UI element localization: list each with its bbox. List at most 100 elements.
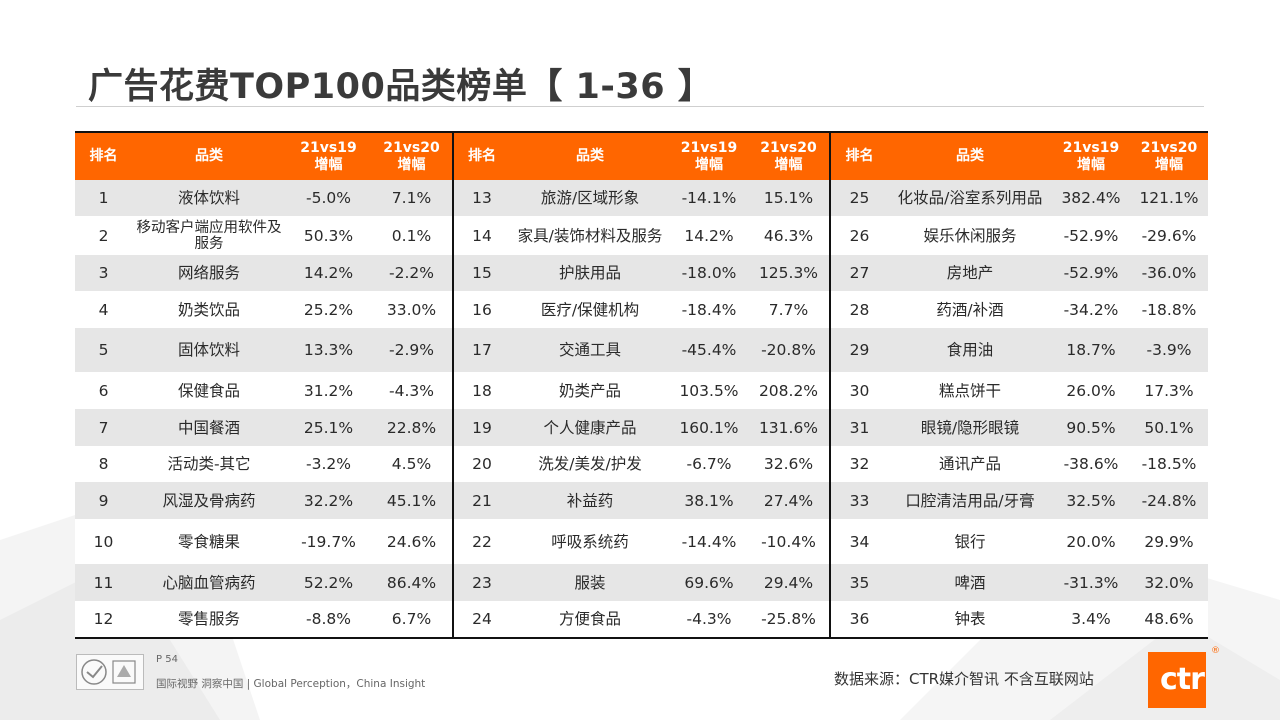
rank-cell: 11 [75, 564, 132, 601]
growth-vs20-cell: 6.7% [371, 601, 454, 637]
category-cell: 口腔清洁用品/牙膏 [888, 482, 1052, 519]
growth-vs20-cell: -18.8% [1130, 291, 1208, 328]
growth-vs19-cell: -38.6% [1052, 446, 1130, 482]
page-number: P 54 [156, 654, 178, 665]
header-growth-vs19: 21vs19 增幅 [1052, 133, 1130, 180]
rank-cell: 27 [830, 255, 888, 291]
table-row: 7 中国餐酒 25.1% 22.8% 19 个人健康产品 160.1% 131.6% 31 眼镜/… [75, 409, 1208, 446]
header-growth-vs20: 21vs20 增幅 [371, 133, 454, 180]
growth-vs19-cell: -19.7% [286, 519, 371, 564]
growth-vs20-cell: 32.6% [748, 446, 831, 482]
growth-vs19-cell: 13.3% [286, 328, 371, 372]
header-rank: 排名 [830, 133, 888, 180]
rank-cell: 14 [453, 216, 510, 255]
growth-vs20-cell: 29.9% [1130, 519, 1208, 564]
growth-vs20-cell: 131.6% [748, 409, 831, 446]
rank-cell: 18 [453, 372, 510, 409]
growth-vs20-cell: -36.0% [1130, 255, 1208, 291]
growth-vs19-cell: -5.0% [286, 180, 371, 216]
data-source-note: 数据来源：CTR媒介智讯 不含互联网站 [834, 670, 1094, 688]
growth-vs19-cell: -4.3% [670, 601, 748, 637]
rank-cell: 5 [75, 328, 132, 372]
ctr-logo-text: ctr [1160, 662, 1205, 697]
growth-vs19-cell: -18.4% [670, 291, 748, 328]
category-cell: 家具/装饰材料及服务 [510, 216, 670, 255]
growth-vs20-cell: 15.1% [748, 180, 831, 216]
category-cell: 药酒/补酒 [888, 291, 1052, 328]
growth-vs19-cell: -34.2% [1052, 291, 1130, 328]
rank-cell: 3 [75, 255, 132, 291]
header-category: 品类 [888, 133, 1052, 180]
growth-vs20-cell: -3.9% [1130, 328, 1208, 372]
table-row: 10 零食糖果 -19.7% 24.6% 22 呼吸系统药 -14.4% -10.4% 34 银行… [75, 519, 1208, 564]
header-growth-vs19: 21vs19 增幅 [286, 133, 371, 180]
rank-cell: 34 [830, 519, 888, 564]
rank-cell: 24 [453, 601, 510, 637]
rank-cell: 17 [453, 328, 510, 372]
growth-vs20-cell: -24.8% [1130, 482, 1208, 519]
growth-vs20-cell: 46.3% [748, 216, 831, 255]
category-cell: 活动类-其它 [132, 446, 286, 482]
category-cell: 方便食品 [510, 601, 670, 637]
rank-cell: 36 [830, 601, 888, 637]
category-cell: 网络服务 [132, 255, 286, 291]
category-cell: 交通工具 [510, 328, 670, 372]
growth-vs19-cell: 90.5% [1052, 409, 1130, 446]
growth-vs20-cell: 48.6% [1130, 601, 1208, 637]
rank-cell: 16 [453, 291, 510, 328]
growth-vs19-cell: -52.9% [1052, 255, 1130, 291]
rank-cell: 13 [453, 180, 510, 216]
growth-vs20-cell: 24.6% [371, 519, 454, 564]
growth-vs20-cell: 208.2% [748, 372, 831, 409]
rank-cell: 30 [830, 372, 888, 409]
growth-vs20-cell: 0.1% [371, 216, 454, 255]
category-cell: 个人健康产品 [510, 409, 670, 446]
growth-vs19-cell: 26.0% [1052, 372, 1130, 409]
growth-vs19-cell: 32.5% [1052, 482, 1130, 519]
table-header-row: 排名 品类 21vs19 增幅 21vs20 增幅 排名 品类 21vs19 增幅 2… [75, 133, 1208, 180]
certification-logo [76, 654, 144, 690]
growth-vs20-cell: 29.4% [748, 564, 831, 601]
table-row: 6 保健食品 31.2% -4.3% 18 奶类产品 103.5% 208.2% 30 糕点饼干 2… [75, 372, 1208, 409]
table-row: 1 液体饮料 -5.0% 7.1% 13 旅游/区域形象 -14.1% 15.1% 25 化妆品/… [75, 180, 1208, 216]
ranking-table-wrapper: 排名 品类 21vs19 增幅 21vs20 增幅 排名 品类 21vs19 增幅 2… [75, 131, 1208, 639]
header-growth-vs20: 21vs20 增幅 [1130, 133, 1208, 180]
growth-vs19-cell: -8.8% [286, 601, 371, 637]
growth-vs19-cell: -31.3% [1052, 564, 1130, 601]
growth-vs19-cell: -18.0% [670, 255, 748, 291]
page-title: 广告花费TOP100品类榜单【 1-36 】 [88, 67, 714, 107]
rank-cell: 22 [453, 519, 510, 564]
growth-vs19-cell: -3.2% [286, 446, 371, 482]
rank-cell: 23 [453, 564, 510, 601]
growth-vs19-cell: 38.1% [670, 482, 748, 519]
category-cell: 呼吸系统药 [510, 519, 670, 564]
growth-vs20-cell: 4.5% [371, 446, 454, 482]
rank-cell: 20 [453, 446, 510, 482]
growth-vs19-cell: 25.2% [286, 291, 371, 328]
table-row: 4 奶类饮品 25.2% 33.0% 16 医疗/保健机构 -18.4% 7.7% 28 药酒/补… [75, 291, 1208, 328]
category-cell: 零食糖果 [132, 519, 286, 564]
growth-vs20-cell: -25.8% [748, 601, 831, 637]
rank-cell: 25 [830, 180, 888, 216]
category-cell: 洗发/美发/护发 [510, 446, 670, 482]
table-row: 11 心脑血管病药 52.2% 86.4% 23 服装 69.6% 29.4% 35 啤酒 -31.… [75, 564, 1208, 601]
header-growth-vs19: 21vs19 增幅 [670, 133, 748, 180]
growth-vs19-cell: 20.0% [1052, 519, 1130, 564]
category-cell: 啤酒 [888, 564, 1052, 601]
category-cell: 心脑血管病药 [132, 564, 286, 601]
rank-cell: 33 [830, 482, 888, 519]
rank-cell: 6 [75, 372, 132, 409]
registered-mark: ® [1211, 646, 1220, 656]
growth-vs19-cell: -14.4% [670, 519, 748, 564]
category-cell: 眼镜/隐形眼镜 [888, 409, 1052, 446]
category-cell: 护肤用品 [510, 255, 670, 291]
growth-vs20-cell: 121.1% [1130, 180, 1208, 216]
footer-tagline: 国际视野 洞察中国 | Global Perception，China Insi… [156, 678, 426, 690]
table-row: 3 网络服务 14.2% -2.2% 15 护肤用品 -18.0% 125.3% 27 房地产 -5… [75, 255, 1208, 291]
category-cell: 房地产 [888, 255, 1052, 291]
rank-cell: 7 [75, 409, 132, 446]
rank-cell: 19 [453, 409, 510, 446]
rank-cell: 4 [75, 291, 132, 328]
growth-vs19-cell: 25.1% [286, 409, 371, 446]
growth-vs20-cell: 27.4% [748, 482, 831, 519]
